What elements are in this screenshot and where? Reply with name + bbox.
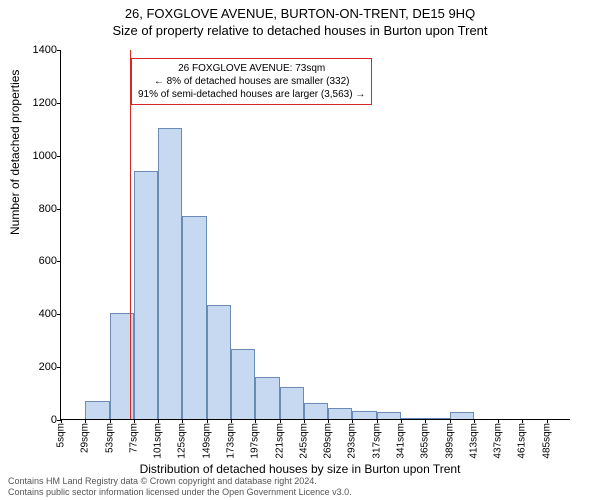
y-axis-label: Number of detached properties: [8, 70, 22, 235]
chart-subtitle: Size of property relative to detached ho…: [0, 21, 600, 38]
y-tick-mark: [57, 156, 61, 157]
x-tick-label: 125sqm: [177, 423, 188, 459]
callout-box: 26 FOXGLOVE AVENUE: 73sqm← 8% of detache…: [131, 58, 372, 105]
histogram-bar: [352, 411, 376, 419]
x-tick-label: 5sqm: [56, 423, 67, 447]
x-tick-label: 341sqm: [396, 423, 407, 459]
histogram-bar: [425, 418, 449, 419]
x-tick-label: 293sqm: [347, 423, 358, 459]
callout-line: 26 FOXGLOVE AVENUE: 73sqm: [138, 62, 365, 75]
histogram-bar: [280, 387, 304, 419]
y-tick-mark: [57, 50, 61, 51]
histogram-bar: [231, 349, 255, 419]
histogram-chart: 26, FOXGLOVE AVENUE, BURTON-ON-TRENT, DE…: [0, 0, 600, 500]
histogram-bar: [85, 401, 109, 420]
x-tick-label: 317sqm: [371, 423, 382, 459]
histogram-bar: [401, 418, 425, 419]
plot-area: 02004006008001000120014005sqm29sqm53sqm7…: [60, 50, 570, 420]
x-tick-label: 389sqm: [444, 423, 455, 459]
histogram-bar: [158, 128, 182, 419]
x-tick-label: 413sqm: [468, 423, 479, 459]
callout-line: ← 8% of detached houses are smaller (332…: [138, 75, 365, 88]
histogram-bar: [255, 377, 279, 419]
histogram-bar: [450, 412, 474, 419]
histogram-bar: [328, 408, 352, 419]
x-tick-label: 197sqm: [250, 423, 261, 459]
x-tick-label: 101sqm: [153, 423, 164, 459]
x-tick-label: 485sqm: [541, 423, 552, 459]
x-tick-label: 269sqm: [323, 423, 334, 459]
callout-line: 91% of semi-detached houses are larger (…: [138, 88, 365, 101]
x-tick-label: 245sqm: [298, 423, 309, 459]
x-tick-label: 53sqm: [104, 423, 115, 453]
histogram-bar: [134, 171, 158, 419]
y-tick-mark: [57, 314, 61, 315]
x-tick-label: 77sqm: [128, 423, 139, 453]
histogram-bar: [207, 305, 231, 419]
y-tick-mark: [57, 209, 61, 210]
x-tick-label: 173sqm: [226, 423, 237, 459]
footer-line: Contains HM Land Registry data © Crown c…: [8, 476, 352, 487]
y-tick-mark: [57, 103, 61, 104]
histogram-bar: [304, 403, 328, 419]
histogram-bar: [377, 412, 401, 419]
x-tick-label: 221sqm: [274, 423, 285, 459]
x-tick-label: 365sqm: [420, 423, 431, 459]
x-tick-label: 461sqm: [517, 423, 528, 459]
x-tick-label: 437sqm: [493, 423, 504, 459]
chart-title: 26, FOXGLOVE AVENUE, BURTON-ON-TRENT, DE…: [0, 0, 600, 21]
y-tick-mark: [57, 261, 61, 262]
y-tick-mark: [57, 367, 61, 368]
reference-line: [130, 50, 131, 419]
x-tick-label: 149sqm: [201, 423, 212, 459]
footer-line: Contains public sector information licen…: [8, 487, 352, 498]
histogram-bar: [182, 216, 206, 420]
x-tick-label: 29sqm: [80, 423, 91, 453]
x-axis-label: Distribution of detached houses by size …: [0, 462, 600, 476]
footer-attribution: Contains HM Land Registry data © Crown c…: [8, 476, 352, 498]
